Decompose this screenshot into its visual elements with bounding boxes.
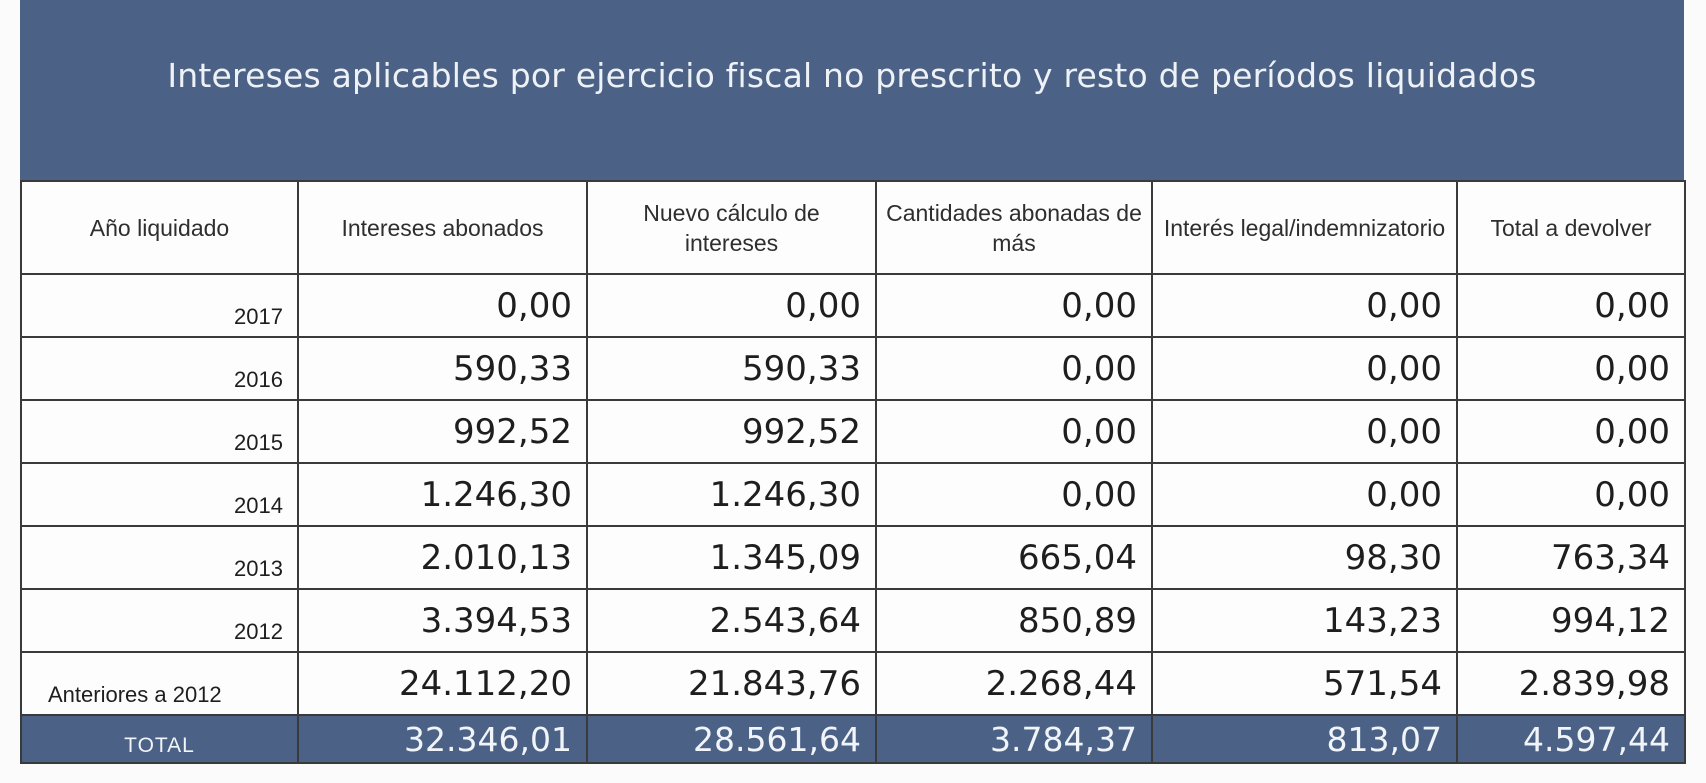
total-refund-cell: 0,00 — [1456, 273, 1686, 338]
overpaid-cell: 0,00 — [875, 336, 1153, 401]
total-refund-cell: 763,34 — [1456, 525, 1686, 590]
total-refund-cell: 2.839,98 — [1456, 651, 1686, 716]
legal-interest-cell: 0,00 — [1151, 336, 1458, 401]
table-row: 2015 992,52 992,52 0,00 0,00 0,00 — [20, 399, 1686, 464]
year-cell: 2014 — [20, 462, 299, 527]
year-cell: 2013 — [20, 525, 299, 590]
total-refund-cell: 0,00 — [1456, 336, 1686, 401]
year-cell: Anteriores a 2012 — [20, 651, 299, 716]
title-banner: Intereses aplicables por ejercicio fisca… — [20, 0, 1684, 180]
table-row: 2014 1.246,30 1.246,30 0,00 0,00 0,00 — [20, 462, 1686, 527]
new-calculation-cell: 992,52 — [586, 399, 877, 464]
total-overpaid: 3.784,37 — [875, 714, 1153, 764]
legal-interest-cell: 143,23 — [1151, 588, 1458, 653]
legal-interest-cell: 0,00 — [1151, 462, 1458, 527]
year-cell: 2012 — [20, 588, 299, 653]
interest-paid-cell: 992,52 — [297, 399, 588, 464]
legal-interest-cell: 98,30 — [1151, 525, 1458, 590]
overpaid-cell: 0,00 — [875, 462, 1153, 527]
total-label: TOTAL — [20, 714, 299, 764]
overpaid-cell: 0,00 — [875, 399, 1153, 464]
interest-paid-cell: 1.246,30 — [297, 462, 588, 527]
overpaid-cell: 0,00 — [875, 273, 1153, 338]
legal-interest-cell: 0,00 — [1151, 273, 1458, 338]
interest-paid-cell: 590,33 — [297, 336, 588, 401]
overpaid-cell: 2.268,44 — [875, 651, 1153, 716]
total-refund-cell: 0,00 — [1456, 399, 1686, 464]
year-cell: 2016 — [20, 336, 299, 401]
interest-paid-cell: 3.394,53 — [297, 588, 588, 653]
column-header-year: Año liquidado — [20, 180, 299, 275]
table-row: 2012 3.394,53 2.543,64 850,89 143,23 994… — [20, 588, 1686, 653]
interest-paid-cell: 2.010,13 — [297, 525, 588, 590]
total-refund-cell: 0,00 — [1456, 462, 1686, 527]
new-calculation-cell: 2.543,64 — [586, 588, 877, 653]
overpaid-cell: 665,04 — [875, 525, 1153, 590]
column-header-legal-interest: Interés legal/indemnizatorio — [1151, 180, 1458, 275]
total-legal-interest: 813,07 — [1151, 714, 1458, 764]
legal-interest-cell: 0,00 — [1151, 399, 1458, 464]
total-interest-paid: 32.346,01 — [297, 714, 588, 764]
table-row: 2016 590,33 590,33 0,00 0,00 0,00 — [20, 336, 1686, 401]
new-calculation-cell: 0,00 — [586, 273, 877, 338]
interest-paid-cell: 0,00 — [297, 273, 588, 338]
page-title: Intereses aplicables por ejercicio fisca… — [167, 56, 1537, 95]
legal-interest-cell: 571,54 — [1151, 651, 1458, 716]
table-row: Anteriores a 2012 24.112,20 21.843,76 2.… — [20, 651, 1686, 716]
new-calculation-cell: 1.345,09 — [586, 525, 877, 590]
column-header-total-refund: Total a devolver — [1456, 180, 1686, 275]
total-refund-cell: 994,12 — [1456, 588, 1686, 653]
interest-paid-cell: 24.112,20 — [297, 651, 588, 716]
column-header-overpaid-amounts: Cantidades abonadas de más — [875, 180, 1153, 275]
new-calculation-cell: 590,33 — [586, 336, 877, 401]
header-row: Año liquidado Intereses abonados Nuevo c… — [20, 180, 1686, 275]
column-header-interest-paid: Intereses abonados — [297, 180, 588, 275]
table-row: 2013 2.010,13 1.345,09 665,04 98,30 763,… — [20, 525, 1686, 590]
new-calculation-cell: 1.246,30 — [586, 462, 877, 527]
year-cell: 2017 — [20, 273, 299, 338]
total-refund: 4.597,44 — [1456, 714, 1686, 764]
total-row: TOTAL 32.346,01 28.561,64 3.784,37 813,0… — [20, 714, 1686, 764]
new-calculation-cell: 21.843,76 — [586, 651, 877, 716]
column-header-new-calculation: Nuevo cálculo de intereses — [586, 180, 877, 275]
total-new-calculation: 28.561,64 — [586, 714, 877, 764]
year-cell: 2015 — [20, 399, 299, 464]
table-row: 2017 0,00 0,00 0,00 0,00 0,00 — [20, 273, 1686, 338]
interest-table: Año liquidado Intereses abonados Nuevo c… — [20, 180, 1686, 764]
overpaid-cell: 850,89 — [875, 588, 1153, 653]
